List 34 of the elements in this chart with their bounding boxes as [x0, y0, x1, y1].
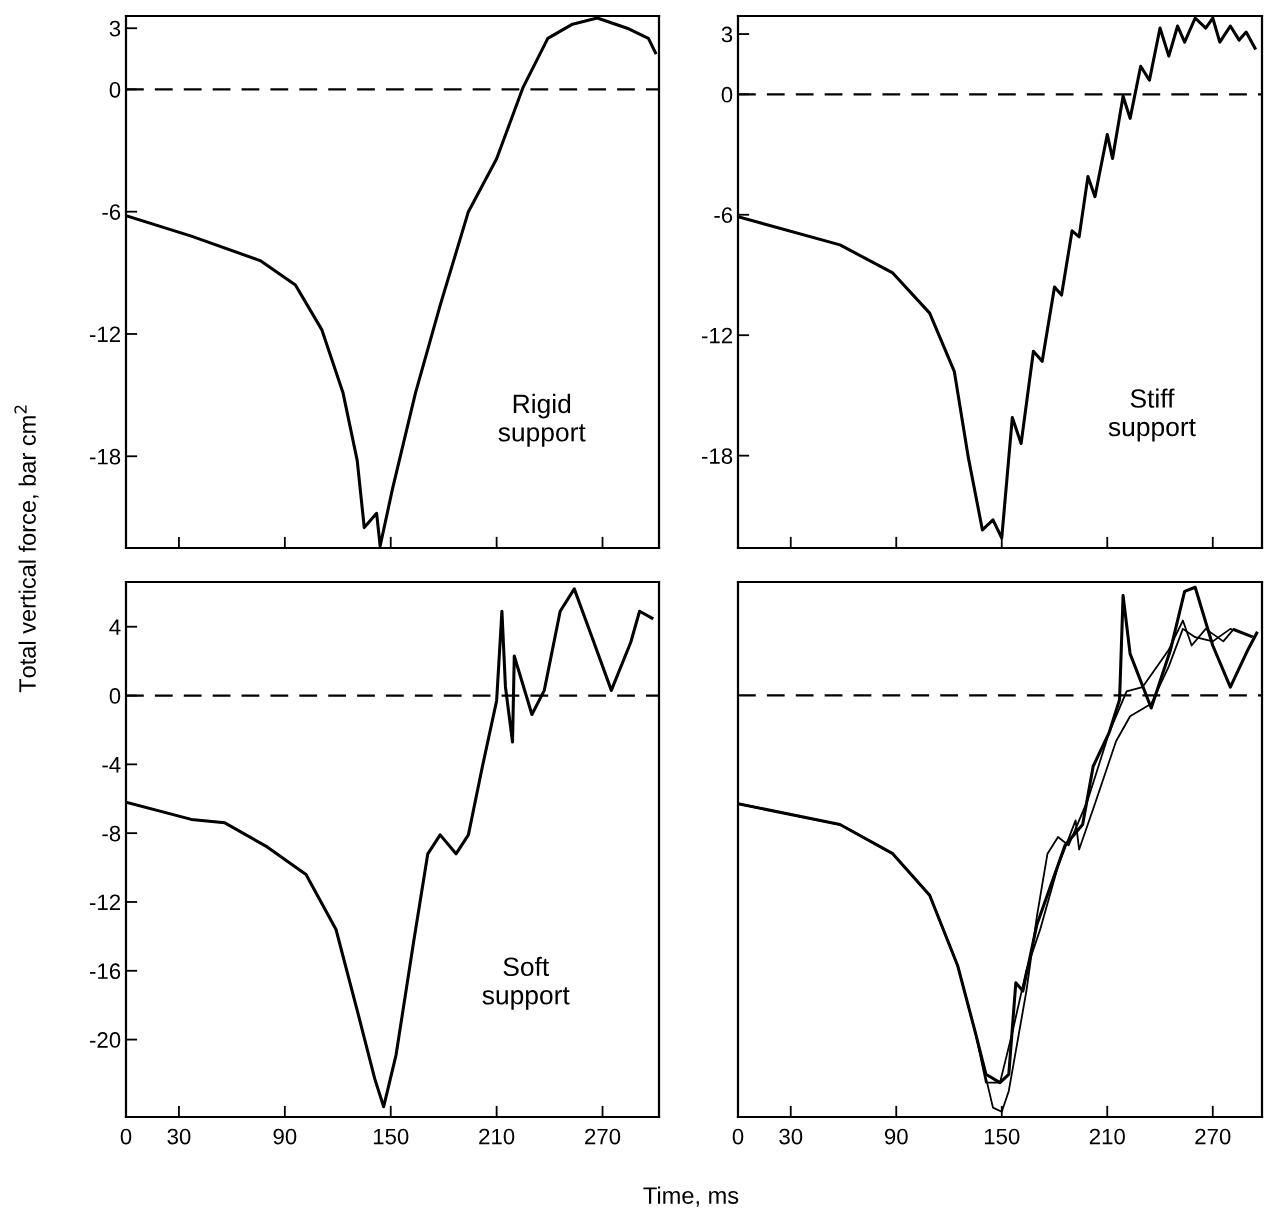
x-tick-label: 210 — [1089, 1128, 1125, 1145]
x-tick-label: 0 — [732, 1128, 744, 1145]
x-tick-label: 150 — [373, 1128, 409, 1145]
x-tick-label: 210 — [479, 1128, 515, 1145]
y-axis-title: Total vertical force, bar cm$^{2}$ — [14, 405, 39, 693]
x-tick-label: 150 — [984, 1128, 1020, 1145]
x-tick-label: 270 — [585, 1128, 621, 1145]
y-tick-label: -6 — [102, 204, 121, 220]
annotation: Rigid support — [498, 393, 586, 447]
y-tick-label: 0 — [721, 86, 733, 103]
x-axis-title: Time, ms — [643, 1186, 739, 1207]
y-tick-label: -18 — [702, 448, 733, 464]
y-tick-label: -6 — [714, 207, 733, 224]
x-tick-label: 30 — [167, 1128, 191, 1145]
y-tick-label: 3 — [721, 26, 733, 43]
x-tick-label: 90 — [273, 1128, 297, 1145]
annotation: Soft support — [482, 956, 570, 1010]
y-tick-label: 0 — [109, 81, 121, 98]
y-tick-label: -12 — [90, 894, 121, 911]
y-tick-label: -12 — [702, 327, 733, 344]
y-tick-label: 0 — [109, 688, 121, 704]
annotation: Stiff support — [1108, 388, 1196, 442]
x-tick-label: 270 — [1195, 1128, 1231, 1145]
x-tick-label: 90 — [884, 1128, 908, 1145]
y-tick-label: 4 — [109, 619, 121, 635]
y-tick-label: -20 — [90, 1032, 121, 1048]
y-tick-label: -4 — [102, 757, 121, 773]
y-tick-label: -12 — [90, 326, 121, 343]
y-tick-label: -16 — [90, 963, 121, 980]
x-tick-label: 30 — [779, 1128, 803, 1145]
y-tick-label: -8 — [102, 825, 121, 842]
x-tick-label: 0 — [120, 1128, 132, 1145]
y-tick-label: -18 — [90, 448, 121, 465]
y-tick-label: 3 — [109, 20, 121, 37]
